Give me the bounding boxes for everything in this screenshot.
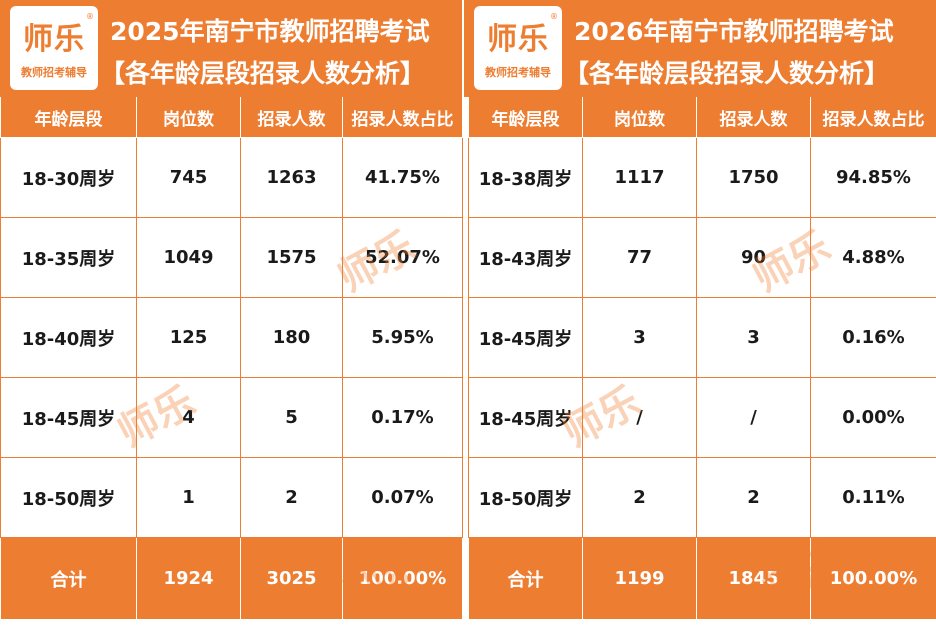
table-header-row: 年龄层段 岗位数 招录人数 招录人数占比: [468, 97, 936, 138]
logo-sub-text: 教师招考辅导: [485, 66, 551, 79]
share-cell: 0.07%: [342, 457, 463, 538]
table-row: 18-45周岁 / / 0.00%: [468, 377, 936, 458]
age-range-cell: 18-35周岁: [0, 217, 137, 298]
registered-mark: ®: [550, 12, 558, 21]
age-range-cell: 18-43周岁: [468, 217, 583, 298]
table-panel-2026: ® 师乐 教师招考辅导 2026年南宁市教师招聘考试 【各年龄层段招录人数分析】…: [464, 0, 936, 627]
positions-cell: 4: [136, 377, 241, 458]
age-range-cell: 18-50周岁: [468, 457, 583, 538]
positions-cell: 745: [136, 137, 241, 218]
recruits-cell: 2: [696, 457, 811, 538]
panel-title: 2026年南宁市教师招聘考试: [574, 17, 894, 46]
column-header: 招录人数: [240, 97, 343, 138]
recruits-cell: 1575: [240, 217, 343, 298]
age-range-cell: 18-30周岁: [0, 137, 137, 218]
total-recruits-cell: 3025: [240, 537, 343, 620]
share-cell: 94.85%: [810, 137, 936, 218]
logo-main-text: 师乐: [487, 22, 549, 57]
total-row: 合计 1924 3025 100.00%: [0, 537, 463, 620]
total-share-cell: 100.00%: [810, 537, 936, 620]
share-cell: 0.11%: [810, 457, 936, 538]
table-row: 18-38周岁 1117 1750 94.85%: [468, 137, 936, 218]
table-row: 18-35周岁 1049 1575 52.07%: [0, 217, 463, 298]
logo-sub-text: 教师招考辅导: [21, 66, 87, 79]
table-row: 18-43周岁 77 90 4.88%: [468, 217, 936, 298]
recruits-cell: 5: [240, 377, 343, 458]
positions-cell: 125: [136, 297, 241, 378]
recruitment-table: 年龄层段 岗位数 招录人数 招录人数占比 18-30周岁 745 1263 41…: [0, 97, 463, 620]
recruitment-table: 年龄层段 岗位数 招录人数 招录人数占比 18-38周岁 1117 1750 9…: [468, 97, 936, 620]
age-range-cell: 18-40周岁: [0, 297, 137, 378]
table-panel-2025: ® 师乐 教师招考辅导 2025年南宁市教师招聘考试 【各年龄层段招录人数分析】…: [0, 0, 463, 620]
total-share-cell: 100.00%: [342, 537, 463, 620]
positions-cell: /: [582, 377, 697, 458]
table-row: 18-50周岁 1 2 0.07%: [0, 457, 463, 538]
positions-cell: 77: [582, 217, 697, 298]
table-row: 18-50周岁 2 2 0.11%: [468, 457, 936, 538]
total-positions-cell: 1199: [582, 537, 697, 620]
total-label-cell: 合计: [0, 537, 137, 620]
share-cell: 0.16%: [810, 297, 936, 378]
column-header: 招录人数占比: [810, 97, 936, 138]
shile-logo: ® 师乐 教师招考辅导: [474, 6, 562, 90]
panel-subtitle: 【各年龄层段招录人数分析】: [100, 59, 426, 88]
table-header-row: 年龄层段 岗位数 招录人数 招录人数占比: [0, 97, 463, 138]
logo-main-text: 师乐: [23, 22, 85, 57]
share-cell: 5.95%: [342, 297, 463, 378]
age-range-cell: 18-45周岁: [0, 377, 137, 458]
age-range-cell: 18-38周岁: [468, 137, 583, 218]
positions-cell: 3: [582, 297, 697, 378]
recruits-cell: /: [696, 377, 811, 458]
panel-subtitle: 【各年龄层段招录人数分析】: [564, 59, 890, 88]
recruits-cell: 1263: [240, 137, 343, 218]
total-positions-cell: 1924: [136, 537, 241, 620]
positions-cell: 1: [136, 457, 241, 538]
table-row: 18-30周岁 745 1263 41.75%: [0, 137, 463, 218]
column-header: 招录人数占比: [342, 97, 463, 138]
recruits-cell: 2: [240, 457, 343, 538]
column-header: 招录人数: [696, 97, 811, 138]
positions-cell: 2: [582, 457, 697, 538]
table-row: 18-45周岁 4 5 0.17%: [0, 377, 463, 458]
recruits-cell: 3: [696, 297, 811, 378]
age-range-cell: 18-45周岁: [468, 377, 583, 458]
panel-title: 2025年南宁市教师招聘考试: [110, 17, 430, 46]
positions-cell: 1117: [582, 137, 697, 218]
share-cell: 0.17%: [342, 377, 463, 458]
share-cell: 0.00%: [810, 377, 936, 458]
table-row: 18-45周岁 3 3 0.16%: [468, 297, 936, 378]
column-header: 年龄层段: [0, 97, 137, 138]
panel-header: ® 师乐 教师招考辅导 2026年南宁市教师招聘考试 【各年龄层段招录人数分析】: [464, 0, 936, 97]
column-header: 岗位数: [582, 97, 697, 138]
shile-logo: ® 师乐 教师招考辅导: [10, 6, 98, 90]
column-header: 年龄层段: [468, 97, 583, 138]
registered-mark: ®: [86, 12, 94, 21]
age-range-cell: 18-50周岁: [0, 457, 137, 538]
panel-header: ® 师乐 教师招考辅导 2025年南宁市教师招聘考试 【各年龄层段招录人数分析】: [0, 0, 462, 97]
share-cell: 52.07%: [342, 217, 463, 298]
age-range-cell: 18-45周岁: [468, 297, 583, 378]
share-cell: 41.75%: [342, 137, 463, 218]
total-label-cell: 合计: [468, 537, 583, 620]
table-row: 18-40周岁 125 180 5.95%: [0, 297, 463, 378]
recruits-cell: 180: [240, 297, 343, 378]
recruits-cell: 1750: [696, 137, 811, 218]
total-row: 合计 1199 1845 100.00%: [468, 537, 936, 620]
total-recruits-cell: 1845: [696, 537, 811, 620]
recruits-cell: 90: [696, 217, 811, 298]
share-cell: 4.88%: [810, 217, 936, 298]
column-header: 岗位数: [136, 97, 241, 138]
positions-cell: 1049: [136, 217, 241, 298]
